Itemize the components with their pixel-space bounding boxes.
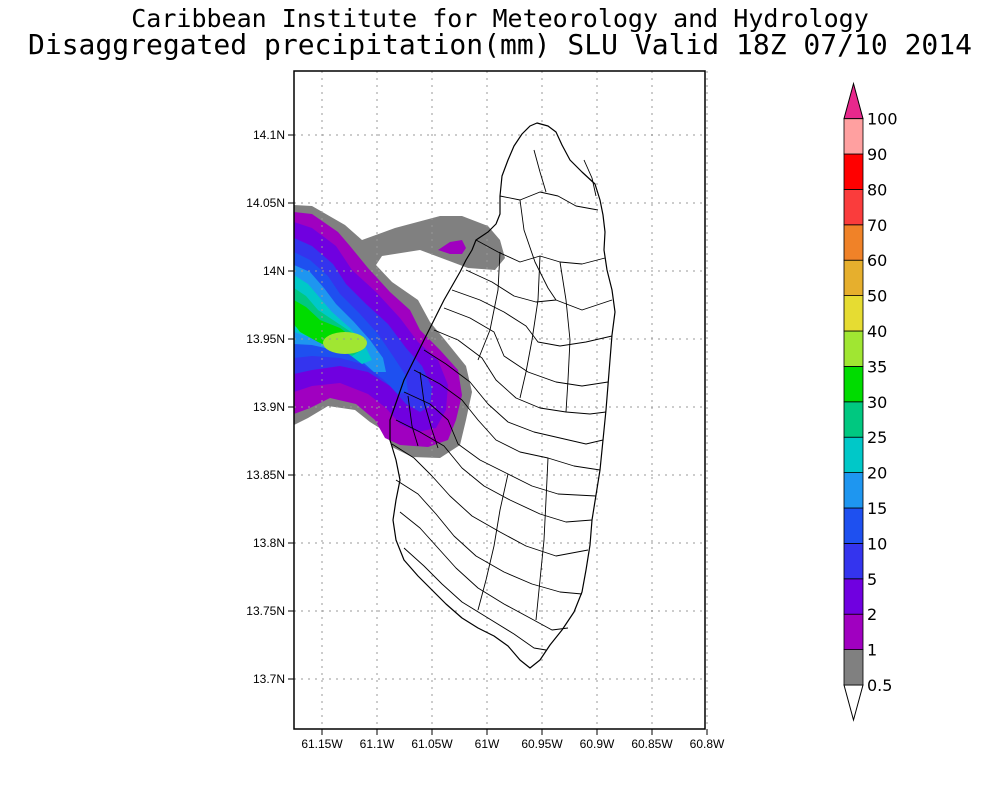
plot-frame — [293, 70, 706, 730]
lon-tick-label: 61.1W — [360, 737, 395, 751]
lat-tick-label: 14N — [263, 264, 285, 278]
colorbar-level-label: 0.5 — [867, 676, 892, 695]
precipitation-field — [294, 205, 505, 458]
colorbar-over-triangle — [843, 81, 864, 120]
colorbar-segment — [843, 365, 864, 403]
lon-tick-label: 60.85W — [631, 737, 673, 751]
colorbar-level-label: 1 — [867, 641, 877, 660]
colorbar-segment — [843, 401, 864, 438]
colorbar-segment — [843, 543, 864, 580]
lat-tick-label: 13.85N — [246, 468, 285, 482]
lat-tick-label: 13.75N — [246, 604, 285, 618]
lat-tick-label: 13.95N — [246, 332, 285, 346]
colorbar-segment — [843, 649, 864, 686]
lat-tick-label: 14.1N — [253, 128, 285, 142]
colorbar-level-label: 2 — [867, 605, 877, 624]
colorbar-segment — [843, 507, 864, 544]
lat-tick-label: 13.9N — [253, 400, 285, 414]
colorbar-level-label: 20 — [867, 464, 887, 483]
colorbar-segment — [843, 330, 864, 367]
map-gridlines — [294, 71, 708, 729]
colorbar-under-triangle — [843, 684, 864, 722]
colorbar-segment — [843, 259, 864, 297]
lon-tick-label: 61.15W — [301, 737, 343, 751]
colorbar-segment — [843, 578, 864, 615]
colorbar-segment — [843, 472, 864, 509]
colorbar-level-label: 50 — [867, 287, 887, 306]
lat-tick-label: 14.05N — [246, 196, 285, 210]
lon-tick-label: 60.9W — [580, 737, 615, 751]
colorbar-segment — [843, 613, 864, 651]
colorbar-level-label: 35 — [867, 357, 887, 376]
figure-title: Caribbean Institute for Meteorology and … — [131, 4, 869, 33]
colorbar-level-label: 90 — [867, 145, 887, 164]
lon-tick-label: 61.05W — [411, 737, 453, 751]
colorbar-segment — [843, 224, 864, 261]
colorbar-level-label: 40 — [867, 322, 887, 341]
colorbar-level-label: 15 — [867, 499, 887, 518]
precip-band-35-40 — [323, 332, 367, 354]
colorbar-segment — [843, 295, 864, 332]
colorbar-level-label: 30 — [867, 393, 887, 412]
lon-tick-label: 60.8W — [690, 737, 725, 751]
lon-tick-label: 60.95W — [521, 737, 563, 751]
colorbar-level-label: 70 — [867, 216, 887, 235]
colorbar-level-label: 5 — [867, 570, 877, 589]
colorbar-level-label: 10 — [867, 534, 887, 553]
colorbar-segment — [843, 436, 864, 474]
colorbar-segment — [843, 118, 864, 155]
latitude-axis: 14.1N 14.05N 14N 13.95N 13.9N 13.85N 13.8N 13.7… — [246, 128, 294, 686]
precip-band-1-2-north — [438, 240, 466, 254]
colorbar-level-label: 80 — [867, 180, 887, 199]
saint-lucia-coastline — [389, 122, 616, 669]
colorbar-level-label: 60 — [867, 251, 887, 270]
lat-tick-label: 13.8N — [253, 536, 285, 550]
colorbar-level-label: 25 — [867, 428, 887, 447]
lon-tick-label: 61W — [475, 737, 500, 751]
colorbar-level-label: 100 — [867, 110, 898, 129]
colorbar-segment — [843, 153, 864, 190]
district-boundaries — [391, 149, 613, 651]
figure-subtitle: Disaggregated precipitation(mm) SLU Vali… — [27, 28, 972, 61]
colorbar-segment — [843, 188, 864, 226]
longitude-axis: 61.15W 61.1W 61.05W 61W 60.95W 60.9W 60.85W 60.… — [301, 729, 725, 751]
lat-tick-label: 13.7N — [253, 672, 285, 686]
